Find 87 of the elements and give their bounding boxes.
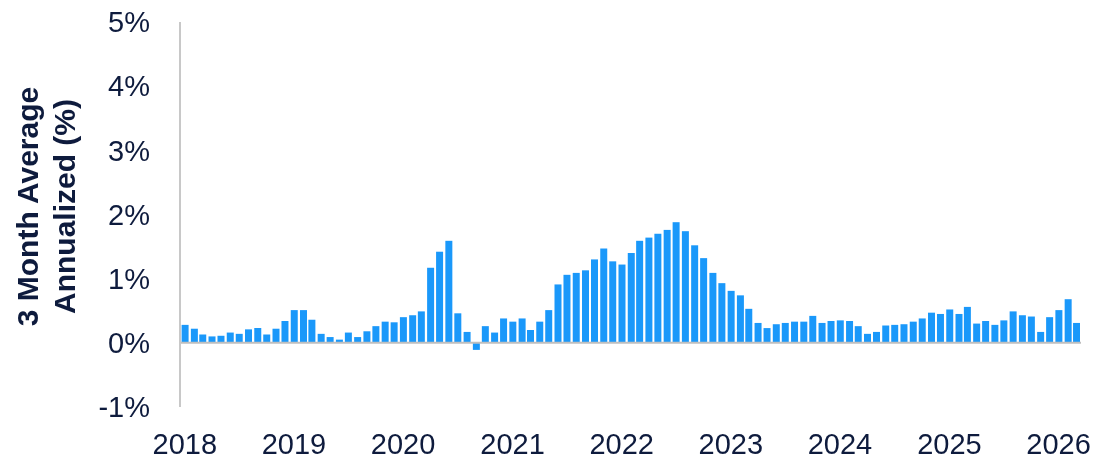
bar	[928, 312, 935, 343]
bar	[554, 284, 562, 343]
bar	[691, 245, 699, 343]
x-tick-label: 2025	[917, 427, 982, 460]
bar	[427, 267, 435, 343]
x-tick-label: 2024	[807, 427, 873, 460]
bar	[254, 328, 262, 343]
bar	[709, 272, 717, 343]
bar	[654, 233, 662, 343]
bar	[846, 321, 854, 343]
bar	[244, 329, 252, 343]
bar	[582, 270, 590, 343]
bar	[791, 321, 799, 343]
bar	[882, 325, 890, 343]
x-tick-label: 2020	[370, 427, 436, 460]
bar	[909, 321, 917, 343]
bar	[372, 326, 380, 343]
bar	[181, 324, 189, 343]
bar	[545, 310, 553, 343]
bar	[290, 310, 298, 343]
bar	[946, 309, 954, 343]
x-tick-label: 2021	[480, 427, 545, 460]
bar	[536, 321, 544, 343]
x-tick-label: 2022	[589, 427, 654, 460]
bar	[754, 322, 762, 343]
x-tick-label: 2019	[261, 427, 327, 460]
bar	[409, 315, 417, 343]
bar	[672, 222, 680, 343]
bar	[818, 322, 826, 343]
bar	[436, 251, 444, 343]
bar	[500, 318, 508, 343]
bar	[590, 259, 598, 343]
bar	[417, 311, 425, 343]
bar	[772, 324, 780, 343]
bar	[381, 321, 389, 343]
bar	[809, 315, 817, 343]
bar	[836, 320, 844, 343]
x-tick-label: 2023	[698, 427, 764, 460]
bar	[363, 331, 371, 343]
bar	[681, 231, 689, 343]
bar	[936, 313, 944, 343]
bar	[445, 240, 453, 343]
bar	[827, 321, 835, 343]
bar	[390, 322, 398, 343]
bar	[1000, 320, 1008, 343]
bar	[663, 229, 671, 343]
bar	[600, 248, 608, 343]
y-tick-label: 1%	[108, 262, 150, 295]
bar	[618, 264, 626, 343]
bar	[563, 274, 571, 343]
bar	[1055, 310, 1063, 343]
bar	[609, 261, 617, 343]
x-tick-label: 2018	[152, 427, 218, 460]
bar	[763, 328, 771, 343]
bar	[727, 290, 735, 343]
bar	[982, 321, 990, 343]
bar	[572, 272, 580, 343]
y-tick-label: 3%	[108, 134, 150, 167]
bar	[918, 318, 926, 343]
bar	[1009, 311, 1017, 343]
bar	[399, 317, 407, 343]
y-tick-label: -1%	[98, 391, 150, 424]
bar	[891, 324, 899, 343]
bar	[781, 322, 789, 343]
bar	[718, 283, 726, 343]
bar	[973, 323, 981, 343]
bar	[700, 258, 708, 343]
y-tick-label: 2%	[108, 198, 150, 231]
bar	[872, 331, 880, 343]
y-axis-title: 3 Month Average Annualized (%)	[11, 86, 81, 327]
bar	[900, 324, 908, 343]
y-tick-label: 0%	[108, 327, 150, 360]
bar	[454, 313, 462, 343]
y-tick-label: 5%	[108, 6, 150, 39]
bar	[1018, 315, 1026, 343]
bar	[1027, 316, 1035, 343]
bar	[991, 324, 999, 343]
bar	[463, 331, 471, 343]
bar	[1046, 317, 1054, 343]
bar	[645, 237, 653, 343]
y-tick-label: 4%	[108, 70, 150, 103]
bar	[481, 326, 489, 343]
bar	[854, 326, 862, 343]
bar	[1037, 331, 1045, 343]
bar	[509, 321, 517, 343]
x-tick-label: 2026	[1026, 427, 1091, 460]
bar	[800, 321, 808, 343]
